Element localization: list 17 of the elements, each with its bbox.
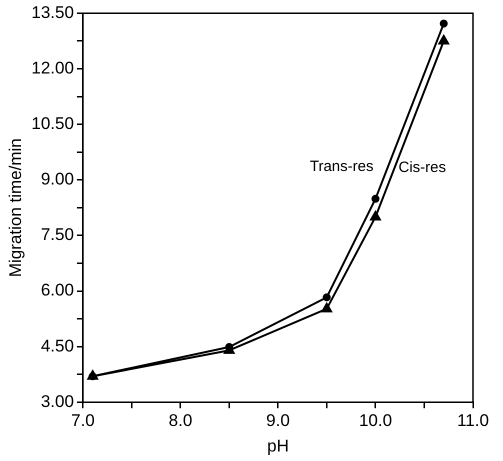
y-tick-label: 7.50 (40, 225, 74, 244)
x-tick-label: 8.0 (168, 411, 192, 430)
y-tick-label: 10.50 (31, 114, 74, 134)
x-tick-label: 11.0 (457, 411, 489, 430)
y-tick-label: 3.00 (40, 392, 74, 411)
y-tick-label: 13.50 (31, 2, 74, 22)
x-axis-title: pH (267, 436, 289, 456)
x-tick-label: 9.0 (266, 411, 290, 430)
y-tick-label: 9.00 (40, 170, 74, 189)
y-axis-title: Migration time/min (6, 138, 25, 278)
y-tick-label: 4.50 (40, 336, 74, 356)
y-tick-label: 6.00 (40, 280, 74, 300)
series-label: Cis-res (398, 159, 446, 176)
y-tick-label: 12.00 (31, 58, 74, 78)
x-tick-label: 7.0 (71, 411, 95, 430)
x-tick-label: 10.0 (358, 411, 392, 430)
series-label: Trans-res (310, 158, 374, 175)
